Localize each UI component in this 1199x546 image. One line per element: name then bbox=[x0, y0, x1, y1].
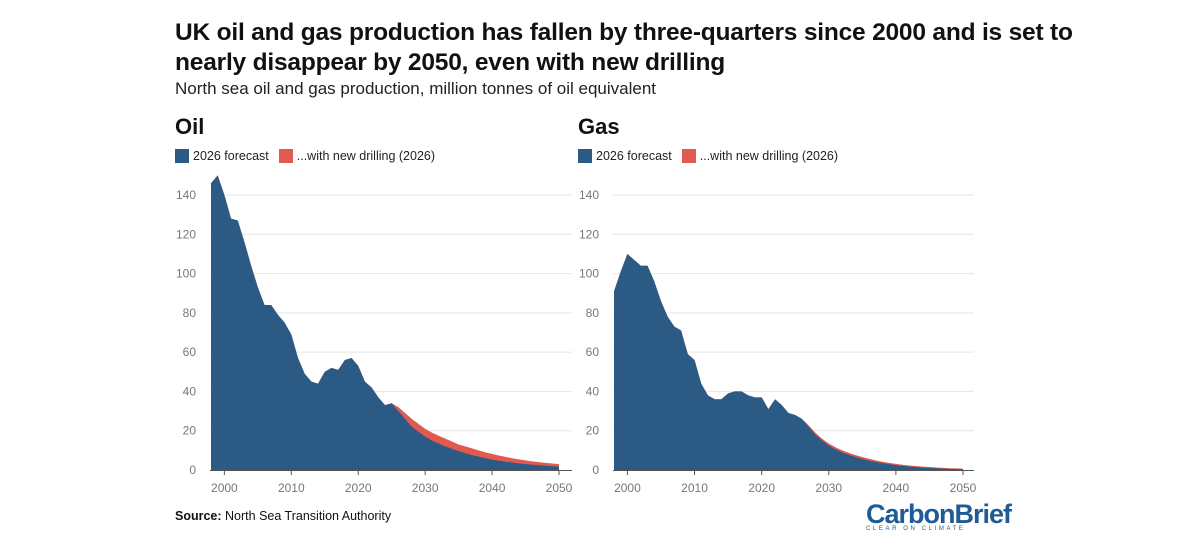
gas-area-forecast bbox=[614, 253, 963, 470]
gas-x-tick-label: 2050 bbox=[950, 481, 977, 495]
oil-area-forecast bbox=[211, 175, 559, 471]
gas-y-tick-label: 140 bbox=[579, 188, 599, 202]
oil-x-tick-label: 2040 bbox=[479, 481, 506, 495]
oil-x-tick-label: 2020 bbox=[345, 481, 372, 495]
gas-legend: 2026 forecast ...with new drilling (2026… bbox=[578, 149, 848, 163]
gas-x-tick-label: 2020 bbox=[748, 481, 775, 495]
chart-subtitle: North sea oil and gas production, millio… bbox=[175, 79, 657, 98]
oil-y-tick-label: 120 bbox=[176, 227, 196, 241]
oil-legend-label-new-drilling: ...with new drilling (2026) bbox=[296, 149, 436, 163]
carbonbrief-logo: CarbonBrief CLEAR ON CLIMATE bbox=[866, 499, 1012, 533]
oil-y-tick-label: 100 bbox=[176, 267, 196, 281]
gas-y-tick-label: 100 bbox=[579, 267, 599, 281]
gas-x-tick-label: 2040 bbox=[883, 481, 910, 495]
forecast-swatch bbox=[175, 149, 189, 163]
gas-legend-item-new-drilling: ...with new drilling (2026) bbox=[681, 149, 839, 163]
chart-title: UK oil and gas production has fallen by … bbox=[175, 19, 1073, 76]
oil-legend-item-new-drilling: ...with new drilling (2026) bbox=[278, 149, 436, 163]
gas-x-tick-label: 2000 bbox=[614, 481, 641, 495]
new-drilling-swatch bbox=[278, 149, 293, 163]
gas-x-tick-label: 2010 bbox=[681, 481, 708, 495]
gas-panel-title: Gas bbox=[578, 114, 620, 139]
oil-x-tick-label: 2050 bbox=[546, 481, 573, 495]
oil-y-tick-label: 20 bbox=[183, 424, 197, 438]
source-note: Source: North Sea Transition Authority bbox=[175, 509, 391, 523]
oil-x-tick-label: 2010 bbox=[278, 481, 305, 495]
gas-legend-item-forecast: 2026 forecast bbox=[578, 149, 672, 163]
gas-y-tick-label: 40 bbox=[586, 384, 600, 398]
oil-x-tick-label: 2000 bbox=[211, 481, 238, 495]
oil-legend: 2026 forecast ...with new drilling (2026… bbox=[175, 149, 445, 163]
oil-panel-title: Oil bbox=[175, 114, 205, 139]
new-drilling-swatch bbox=[681, 149, 696, 163]
oil-y-tick-label: 80 bbox=[183, 306, 197, 320]
oil-legend-label-forecast: 2026 forecast bbox=[193, 149, 269, 163]
gas-x-tick-label: 2030 bbox=[815, 481, 842, 495]
brand-tagline: CLEAR ON CLIMATE bbox=[866, 526, 966, 532]
gas-y-tick-label: 120 bbox=[579, 227, 599, 241]
source-label: Source: bbox=[175, 509, 222, 523]
source-text: North Sea Transition Authority bbox=[225, 509, 392, 523]
gas-y-tick-label: 20 bbox=[586, 424, 600, 438]
gas-legend-label-forecast: 2026 forecast bbox=[596, 149, 672, 163]
gas-y-tick-label: 0 bbox=[592, 463, 599, 477]
oil-y-tick-label: 140 bbox=[176, 188, 196, 202]
oil-y-tick-label: 60 bbox=[183, 345, 197, 359]
forecast-swatch bbox=[578, 149, 592, 163]
brand-name: CarbonBrief bbox=[866, 499, 1012, 529]
oil-legend-item-forecast: 2026 forecast bbox=[175, 149, 269, 163]
gas-y-tick-label: 60 bbox=[586, 345, 600, 359]
gas-y-tick-label: 80 bbox=[586, 306, 600, 320]
oil-y-tick-label: 40 bbox=[183, 384, 197, 398]
oil-y-tick-label: 0 bbox=[189, 463, 196, 477]
oil-x-tick-label: 2030 bbox=[412, 481, 439, 495]
gas-legend-label-new-drilling: ...with new drilling (2026) bbox=[699, 149, 839, 163]
